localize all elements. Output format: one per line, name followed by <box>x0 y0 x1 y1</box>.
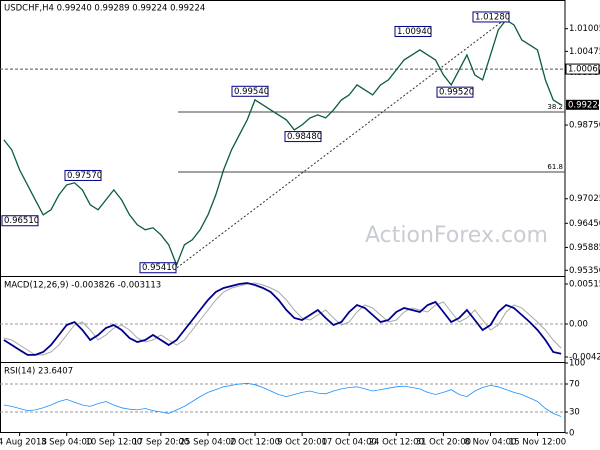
current-price-box <box>566 99 599 110</box>
pivot-box <box>139 262 177 274</box>
x-tick-label: 15 Nov 12:00 <box>509 438 566 448</box>
y-tick-label: 0.97025 <box>569 194 600 204</box>
y-tick-label: 70 <box>569 380 580 390</box>
y-tick-label: 30 <box>569 408 580 418</box>
x-tick-label: 24 Oct 12:00 <box>369 438 424 448</box>
trend-line <box>176 16 509 269</box>
indicator-title: RSI(14) 23.6407 <box>4 367 73 377</box>
y-tick-label: 0.95350 <box>569 266 600 276</box>
x-tick-label: 10 Sep 12:00 <box>85 438 142 448</box>
y-tick-label: -0.004254 <box>569 352 600 362</box>
pivot-label: 0.98480 <box>287 132 322 142</box>
x-tick-label: 9 Oct 20:00 <box>277 438 327 448</box>
pivot-box <box>231 85 269 97</box>
indicator-title: MACD(12,26,9) -0.003826 -0.003113 <box>4 281 161 291</box>
chart-title: USDCHF,H4 0.99240 0.99289 0.99224 0.9922… <box>4 4 205 14</box>
pivot-label: 0.95410 <box>142 263 177 273</box>
y-tick-label: 0.95885 <box>569 243 600 253</box>
x-tick-label: 2 Oct 12:00 <box>230 438 280 448</box>
current-price-label: 0.99224 <box>568 100 600 110</box>
pivot-box <box>436 86 474 98</box>
pivot-label: 0.97570 <box>67 171 102 181</box>
x-tick-label: 17 Sep 20:00 <box>132 438 189 448</box>
watermark: ActionForex.com <box>365 223 548 248</box>
fib-label: 61.8 <box>547 163 563 171</box>
pivot-label: 1.00940 <box>397 27 432 37</box>
pivot-box <box>394 25 432 37</box>
pivot-label: 0.99540 <box>234 87 269 97</box>
frame <box>0 0 566 433</box>
price-label: 1.00060 <box>568 65 600 75</box>
pivot-box <box>284 131 322 143</box>
pivot-label: 0.96510 <box>4 216 39 226</box>
line <box>3 382 562 417</box>
y-tick-label: 1.00475 <box>569 47 600 57</box>
y-tick-label: 0.005154 <box>569 280 600 290</box>
pivot-box <box>1 215 39 227</box>
pivot-label: 1.01280 <box>475 12 510 22</box>
pivot-box <box>64 169 102 181</box>
x-tick-label: 25 Sep 04:00 <box>180 438 237 448</box>
pivot-label: 0.99520 <box>439 88 474 98</box>
x-tick-label: 24 Aug 2018 <box>0 438 47 448</box>
y-tick-label: 100 <box>569 359 585 369</box>
pivot-box <box>472 11 510 23</box>
x-tick-label: 17 Oct 04:00 <box>321 438 376 448</box>
y-tick-label: 0.00 <box>569 319 588 329</box>
x-tick-label: 8 Nov 04:00 <box>464 438 516 448</box>
line <box>3 282 562 356</box>
x-tick-label: 3 Sep 04:00 <box>41 438 92 448</box>
line <box>3 19 562 267</box>
y-tick-label: 1.01005 <box>569 24 600 34</box>
x-tick-label: 31 Oct 20:00 <box>416 438 471 448</box>
fib-label: 38.2 <box>547 103 563 111</box>
line <box>3 282 562 356</box>
price-box <box>565 63 600 75</box>
y-tick-label: 0 <box>569 429 574 439</box>
